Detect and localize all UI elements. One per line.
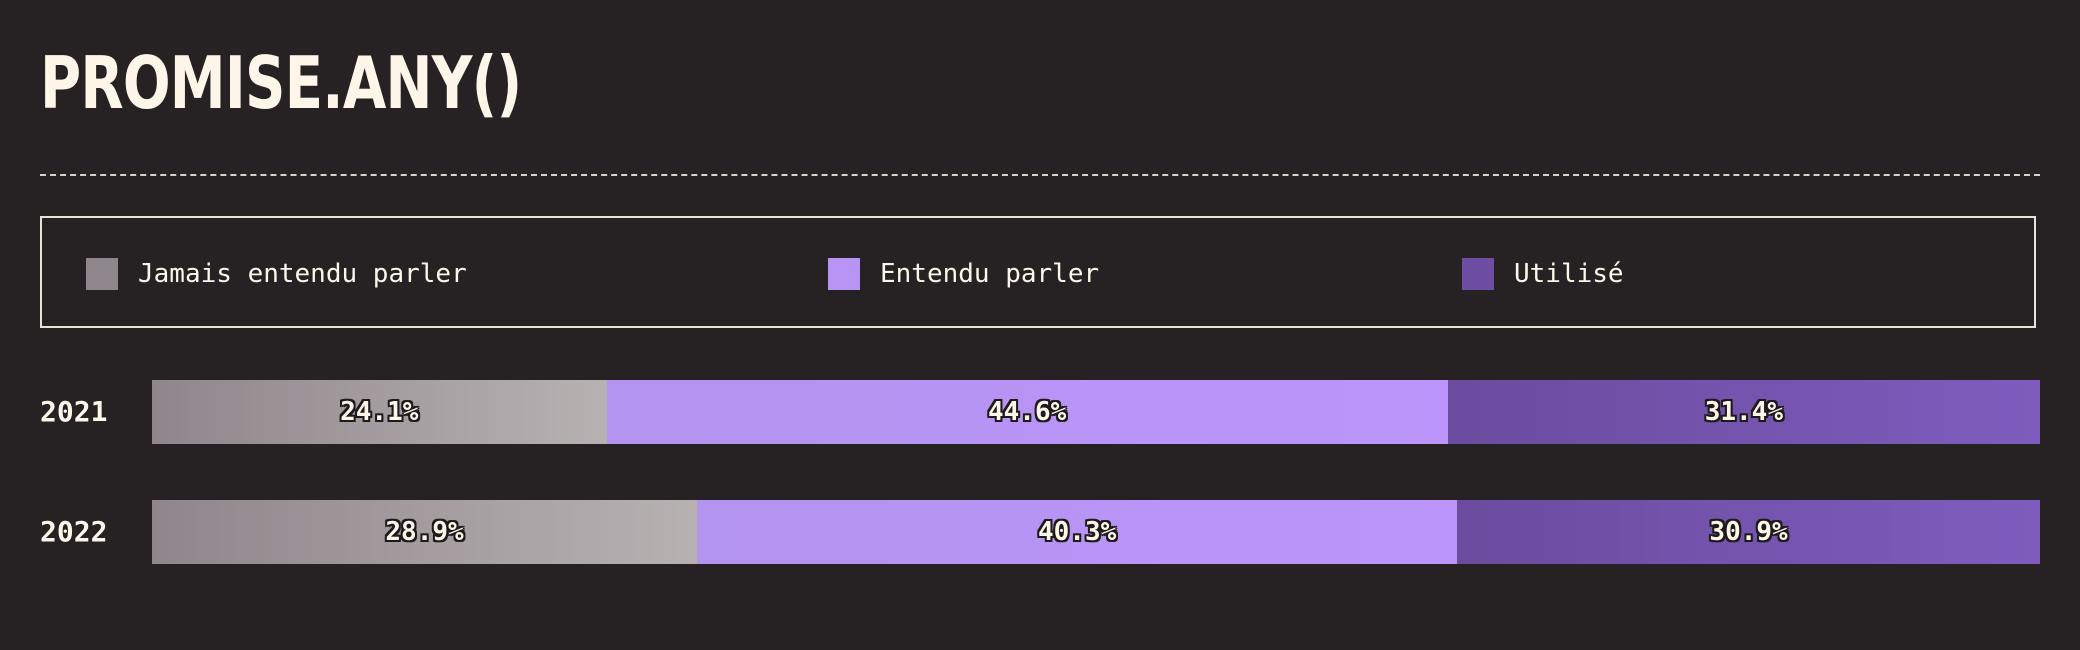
bar-row-2021: 24.1% 44.6% 31.4% [152,380,2040,444]
bar-value-label: 44.6% [988,397,1067,427]
legend-item-never-heard[interactable]: Jamais entendu parler [86,258,467,290]
legend-swatch-heard [828,258,860,290]
legend-swatch-used [1462,258,1494,290]
legend-label-never-heard: Jamais entendu parler [138,259,467,289]
bar-value-label: 40.3% [1037,517,1117,547]
legend-swatch-never-heard [86,258,118,290]
bar-segment-2021-used[interactable]: 31.4% [1447,380,2040,444]
bar-value-label: 24.1% [340,397,419,427]
bar-segment-2022-used[interactable]: 30.9% [1457,500,2040,564]
bar-segment-2022-heard[interactable]: 40.3% [697,500,1458,564]
bar-value-label: 30.9% [1709,517,1788,547]
title-divider [40,174,2040,176]
bar-segment-2021-heard[interactable]: 44.6% [606,380,1448,444]
legend-item-used[interactable]: Utilisé [1462,258,1624,290]
bar-value-label: 28.9% [385,517,464,547]
bar-segment-2021-never-heard[interactable]: 24.1% [152,380,607,444]
legend-label-used: Utilisé [1514,259,1624,289]
chart-title: PROMISE.ANY() [40,41,522,125]
row-label-2021: 2021 [40,395,108,428]
row-label-2022: 2022 [40,515,108,548]
legend: Jamais entendu parler Entendu parler Uti… [40,216,2036,328]
bar-value-label: 31.4% [1704,397,1783,427]
bar-row-2022: 28.9% 40.3% 30.9% [152,500,2040,564]
legend-label-heard: Entendu parler [880,259,1100,289]
bar-segment-2022-never-heard[interactable]: 28.9% [152,500,698,564]
legend-item-heard[interactable]: Entendu parler [828,258,1099,290]
